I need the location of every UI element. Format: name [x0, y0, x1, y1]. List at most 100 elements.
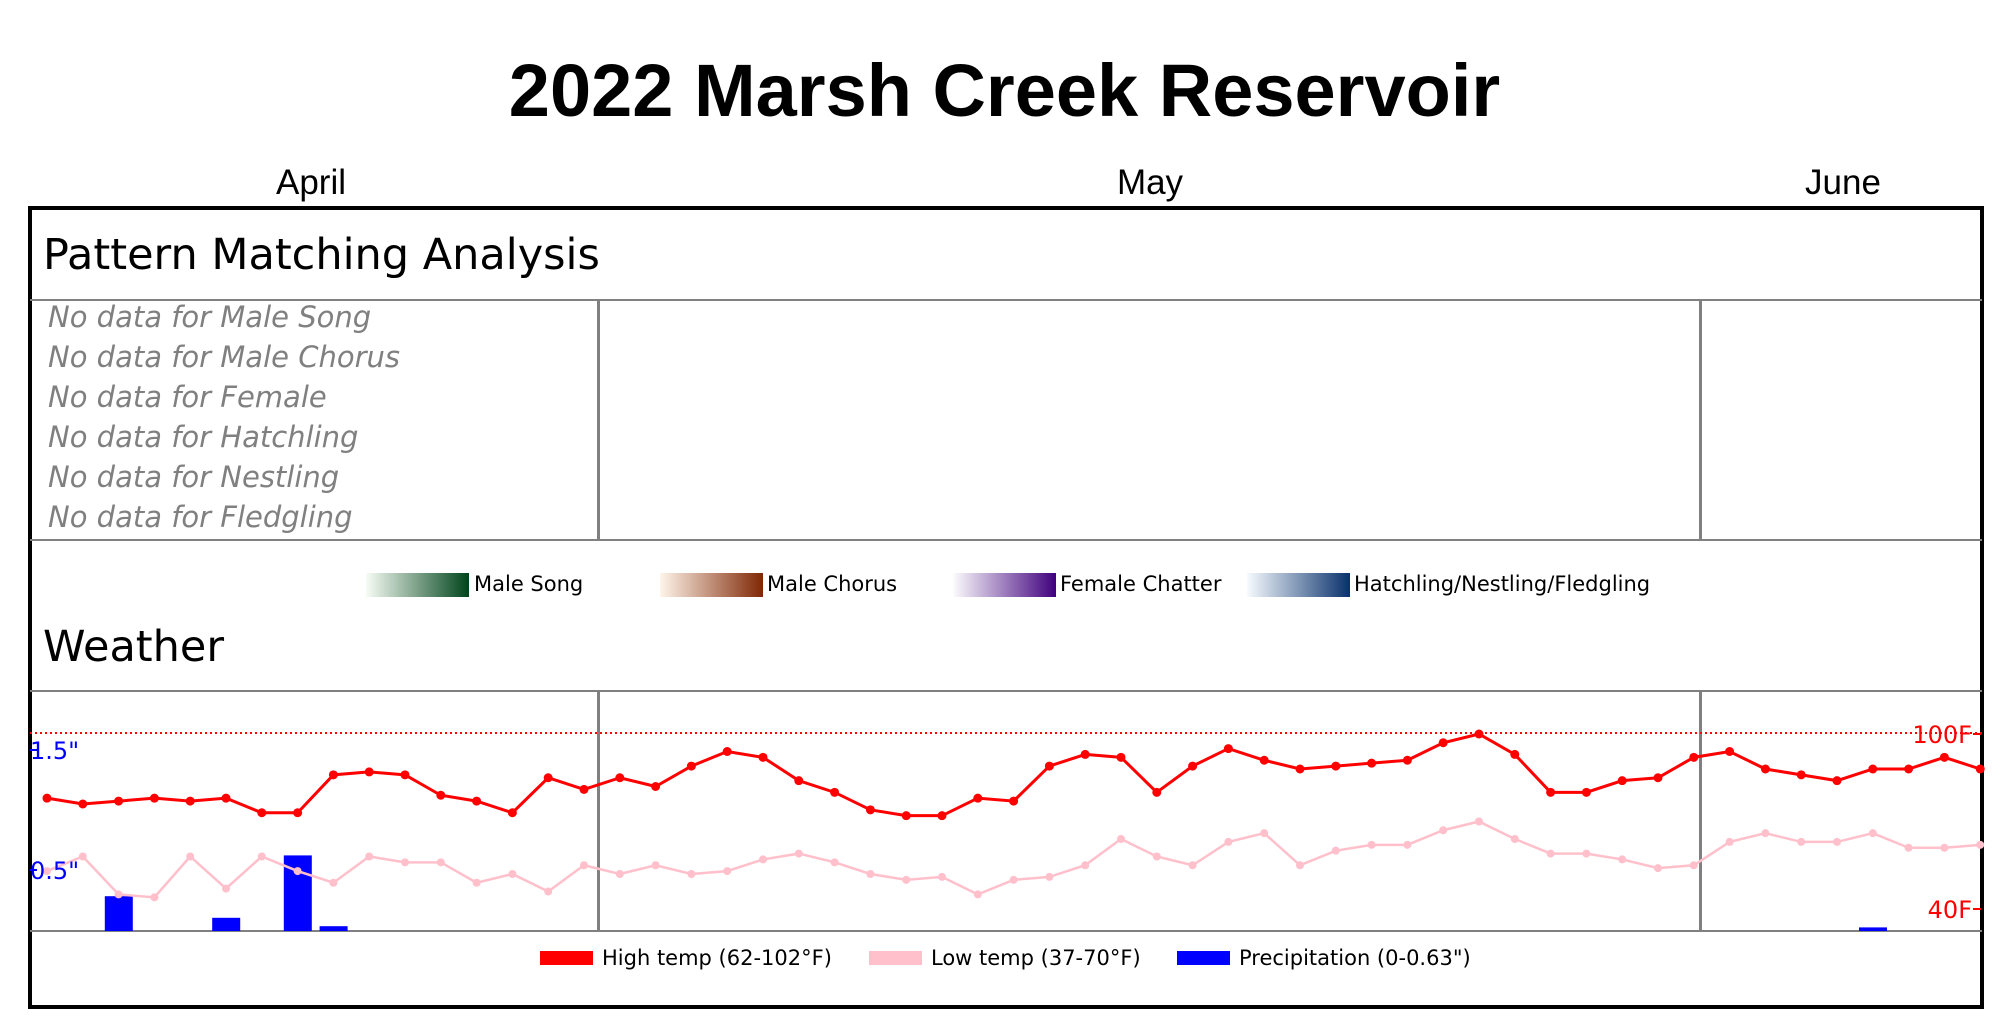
high-temp-point — [1331, 761, 1341, 771]
weather-divider-may — [597, 691, 600, 931]
high-temp-point — [794, 776, 804, 786]
month-label-may: May — [1116, 163, 1184, 202]
low-temp-point — [365, 852, 374, 861]
high-temp-point — [1474, 729, 1484, 739]
high-temp-point — [1009, 796, 1019, 806]
low-temp-point — [1833, 837, 1841, 846]
high-temp-point — [1259, 755, 1269, 765]
high-temp-point — [114, 796, 124, 806]
low-temp-point — [329, 878, 338, 887]
low-temp-point — [830, 858, 839, 867]
weather-top-line — [30, 690, 1982, 692]
high-temp-point — [830, 787, 840, 797]
low-temp-point — [150, 893, 159, 902]
month-label-june: June — [1805, 163, 1881, 202]
month-divider-may — [597, 300, 600, 540]
no-data-female: No data for Female — [48, 380, 327, 414]
precip-bar — [319, 926, 348, 931]
high-temp-point — [364, 767, 374, 777]
low-temp-point — [508, 870, 517, 878]
high-temp-point — [1188, 761, 1198, 771]
legend-swatch-hatchling — [1247, 573, 1350, 597]
high-temp-point — [149, 793, 159, 803]
low-temp-point — [902, 875, 911, 884]
temp-tick-label-100: 100F — [1912, 721, 1972, 749]
high-temp-point — [686, 761, 696, 771]
low-temp-point — [544, 887, 553, 896]
legend-label-high-temp: High temp (62-102°F) — [602, 946, 832, 970]
low-temp-point — [1439, 826, 1448, 835]
high-temp-point — [293, 808, 303, 818]
high-temp-point — [1904, 764, 1914, 774]
weather-bottom-line — [30, 930, 1982, 932]
high-temp-point — [973, 793, 983, 803]
low-temp-point — [1904, 843, 1913, 852]
high-temp-point — [1653, 773, 1663, 783]
high-temp-point — [1152, 787, 1162, 797]
low-temp-point — [651, 861, 660, 870]
low-temp-point — [1797, 837, 1806, 846]
legend-label-male-chorus: Male Chorus — [767, 572, 898, 596]
pattern-section-title: Pattern Matching Analysis — [43, 230, 600, 280]
high-temp-point — [1116, 752, 1126, 762]
weather-section-title: Weather — [43, 622, 225, 672]
low-temp-point — [114, 890, 123, 899]
legend-swatch-high-temp — [540, 951, 593, 965]
no-data-male-chorus: No data for Male Chorus — [48, 340, 400, 374]
low-temp-point — [866, 870, 875, 878]
low-temp-point — [1331, 846, 1340, 855]
high-temp-point — [1868, 764, 1878, 774]
low-temp-point — [1725, 837, 1734, 846]
low-temp-point — [436, 858, 445, 867]
month-divider-june — [1699, 300, 1702, 540]
legend-swatch-male-song — [366, 573, 469, 597]
high-temp-point — [901, 811, 911, 821]
high-temp-point — [1510, 749, 1520, 759]
pattern-top-line — [30, 299, 1982, 301]
high-temp-point — [1975, 764, 1985, 774]
high-temp-point — [1080, 749, 1090, 759]
no-data-fledgling: No data for Fledgling — [48, 500, 353, 534]
chart-frame — [28, 206, 1984, 1009]
precip-bar — [212, 917, 241, 931]
high-temp-point — [42, 793, 52, 803]
low-temp-point — [1689, 861, 1698, 870]
chart-title: 2022 Marsh Creek Reservoir — [508, 49, 1501, 132]
low-temp-point — [1260, 829, 1269, 838]
low-temp-point — [186, 852, 195, 861]
low-temp-point — [973, 890, 982, 899]
low-temp-point — [1582, 849, 1591, 858]
no-data-hatchling: No data for Hatchling — [48, 420, 359, 454]
low-temp-point — [43, 867, 51, 876]
low-temp-point — [1510, 835, 1519, 843]
low-temp-point — [78, 852, 87, 861]
high-temp-point — [1223, 744, 1233, 754]
high-temp-point — [400, 770, 410, 780]
legend-label-low-temp: Low temp (37-70°F) — [931, 946, 1141, 970]
high-temp-point — [221, 793, 231, 803]
legend-label-male-song: Male Song — [474, 572, 584, 596]
low-temp-point — [472, 878, 481, 887]
low-temp-point — [687, 870, 696, 878]
high-temp-point — [1760, 764, 1770, 774]
precip-bar — [104, 896, 133, 931]
legend-swatch-low-temp — [869, 951, 922, 965]
high-temp-point — [436, 790, 446, 800]
low-temp-point — [794, 849, 803, 858]
low-temp-point — [222, 884, 230, 893]
low-temp-point — [1224, 837, 1233, 846]
no-data-male-song: No data for Male Song — [48, 300, 372, 334]
high-temp-point — [1546, 787, 1556, 797]
low-temp-line — [46, 820, 1981, 899]
pattern-bottom-line — [30, 539, 1982, 541]
high-temp-point — [1295, 764, 1305, 774]
high-temp-point — [328, 770, 338, 780]
low-temp-point — [1009, 875, 1018, 884]
high-temp-point — [472, 796, 482, 806]
high-temp-point — [937, 811, 947, 821]
high-temp-point — [1581, 787, 1591, 797]
low-temp-point — [1976, 840, 1985, 849]
low-temp-point — [1045, 872, 1054, 881]
low-temp-point — [1940, 843, 1949, 852]
